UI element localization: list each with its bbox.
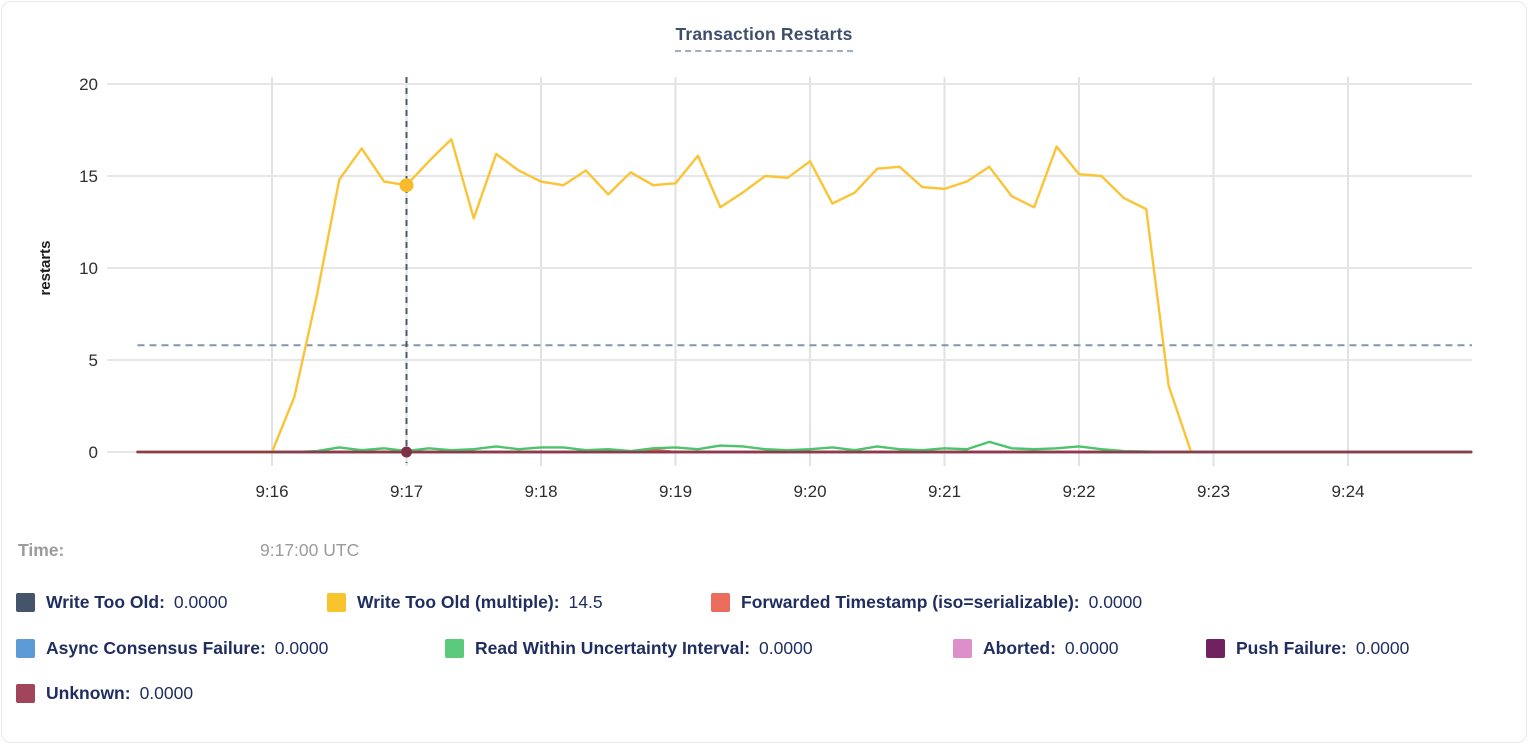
legend-swatch-write-too-old (16, 592, 35, 612)
legend-swatch-read-within-uncertainty (445, 638, 464, 658)
legend-swatch-unknown (16, 683, 35, 703)
x-tick-label: 9:24 (1331, 482, 1364, 501)
chart-header: Transaction Restarts (2, 24, 1526, 52)
legend-row-3: Unknown: 0.0000 (16, 681, 1516, 705)
y-tick-label: 5 (89, 351, 98, 370)
legend-label: Unknown: (46, 682, 131, 703)
legend-swatch-push-failure (1206, 638, 1225, 658)
x-tick-label: 9:21 (928, 482, 961, 501)
legend-row-2: Async Consensus Failure: 0.0000 Read Wit… (16, 636, 1516, 660)
x-tick-label: 9:17 (390, 482, 423, 501)
legend-value: 0.0000 (274, 637, 329, 658)
legend-label: Push Failure: (1236, 637, 1347, 658)
legend-item-read-within-uncertainty[interactable]: Read Within Uncertainty Interval: 0.0000 (445, 638, 953, 659)
legend-value: 0.0000 (759, 637, 813, 658)
x-tick-label: 9:19 (659, 482, 692, 501)
legend-item-push-failure[interactable]: Push Failure: 0.0000 (1206, 638, 1409, 659)
legend-item-write-too-old-multiple[interactable]: Write Too Old (multiple): 14.5 (327, 592, 711, 613)
legend-value: 0.0000 (1064, 637, 1119, 658)
legend-value: 0.0000 (1355, 637, 1410, 658)
legend-label: Aborted: (983, 637, 1056, 658)
series-line-write-too-old-multiple (136, 137, 1193, 454)
legend-item-forwarded-timestamp[interactable]: Forwarded Timestamp (iso=serializable): … (711, 592, 1142, 613)
legend-value: 0.0000 (1088, 591, 1143, 612)
legend-item-unknown[interactable]: Unknown: 0.0000 (16, 683, 193, 704)
baseline-hover-dot (401, 446, 412, 458)
x-tick-label: 9:18 (524, 482, 557, 501)
legend-label: Read Within Uncertainty Interval: (475, 637, 751, 658)
time-value: 9:17:00 UTC (260, 540, 360, 560)
y-axis-title: restarts (37, 240, 54, 295)
legend-value: 14.5 (568, 591, 603, 612)
legend-label: Write Too Old: (46, 591, 165, 612)
y-tick-label: 15 (79, 167, 98, 186)
legend-label: Forwarded Timestamp (iso=serializable): (741, 591, 1080, 612)
legend-value: 0.0000 (139, 682, 194, 703)
legend-swatch-write-too-old-multiple (327, 592, 346, 612)
transaction-restarts-chart[interactable]: 0 5 10 15 20 9:16 9:17 9:18 9:19 9:20 9:21 9:22 9:23… (2, 2, 1527, 530)
legend-swatch-aborted (953, 638, 972, 658)
hover-dot (399, 178, 414, 193)
series-line-read-within-uncertainty-interval (136, 440, 1473, 454)
legend-swatch-async-consensus-failure (16, 638, 35, 658)
y-tick-label: 0 (89, 443, 98, 462)
y-tick-label: 20 (79, 75, 98, 94)
x-tick-label: 9:22 (1062, 482, 1095, 501)
x-tick-label: 9:16 (255, 482, 288, 501)
y-tick-label: 10 (79, 259, 98, 278)
legend-label: Async Consensus Failure: (46, 637, 266, 658)
legend-item-write-too-old[interactable]: Write Too Old: 0.0000 (16, 592, 327, 613)
legend-item-aborted[interactable]: Aborted: 0.0000 (953, 638, 1206, 659)
legend-label: Write Too Old (multiple): (357, 591, 560, 612)
x-tick-label: 9:23 (1197, 482, 1230, 501)
chart-title[interactable]: Transaction Restarts (675, 24, 853, 52)
x-tick-label: 9:20 (793, 482, 826, 501)
hover-time-row: Time: 9:17:00 UTC (2, 540, 1526, 564)
time-label: Time: (18, 540, 65, 560)
legend-item-async-consensus-failure[interactable]: Async Consensus Failure: 0.0000 (16, 638, 445, 659)
legend-value: 0.0000 (173, 591, 228, 612)
legend-swatch-forwarded-timestamp (711, 592, 730, 612)
legend-row-1: Write Too Old: 0.0000 Write Too Old (mul… (16, 590, 1516, 614)
